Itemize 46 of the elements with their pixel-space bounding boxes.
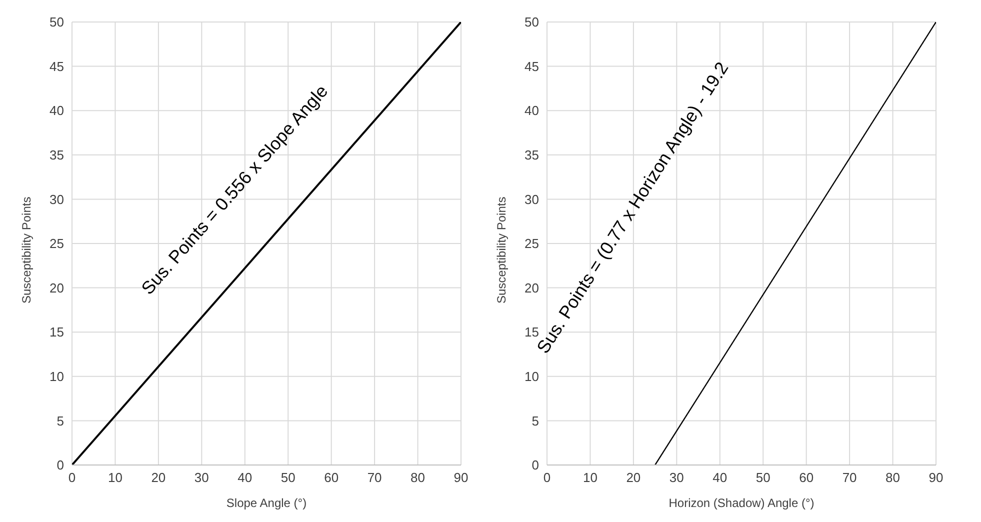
x-tick-label: 60	[799, 470, 814, 486]
y-tick-label: 5	[56, 413, 64, 428]
x-tick-label: 10	[582, 470, 598, 486]
y-tick-label: 35	[524, 148, 539, 163]
x-tick-label: 50	[756, 470, 770, 486]
y-tick-label: 50	[524, 14, 539, 30]
y-tick-label: 45	[524, 58, 539, 74]
x-tick-label: 10	[108, 470, 122, 486]
y-tick-label: 35	[50, 148, 64, 163]
x-tick-label: 30	[669, 470, 684, 486]
y-tick-label: 15	[50, 324, 64, 340]
x-axis-title: Horizon (Shadow) Angle (°)	[668, 496, 814, 510]
y-tick-label: 45	[50, 58, 64, 74]
y-tick-label: 25	[50, 236, 64, 252]
y-tick-label: 10	[524, 369, 539, 384]
x-tick-label: 70	[367, 470, 382, 486]
y-tick-label: 20	[524, 280, 539, 296]
y-axis-title: Susceptibility Points	[19, 196, 34, 304]
y-tick-label: 10	[50, 369, 64, 384]
x-tick-label: 20	[626, 470, 641, 486]
x-tick-label: 70	[842, 470, 857, 486]
y-tick-label: 5	[532, 413, 539, 428]
y-tick-label: 0	[532, 458, 539, 473]
x-tick-label: 20	[151, 470, 166, 486]
y-axis-title: Susceptibility Points	[494, 196, 508, 304]
y-tick-label: 50	[50, 14, 64, 30]
x-axis-title: Slope Angle (°)	[226, 496, 307, 510]
y-tick-label: 30	[50, 192, 64, 207]
y-tick-label: 30	[524, 192, 539, 207]
y-tick-label: 20	[50, 280, 64, 296]
y-tick-label: 25	[524, 236, 539, 252]
y-tick-label: 40	[50, 103, 64, 118]
y-tick-label: 15	[524, 324, 539, 340]
x-tick-label: 90	[454, 470, 468, 486]
x-tick-label: 0	[543, 470, 551, 486]
x-tick-label: 80	[886, 470, 900, 486]
x-tick-label: 30	[194, 470, 209, 486]
y-tick-label: 40	[524, 103, 539, 118]
x-tick-label: 50	[280, 470, 296, 486]
x-tick-label: 0	[68, 470, 76, 486]
x-tick-label: 40	[712, 470, 728, 486]
x-tick-label: 90	[928, 470, 944, 486]
x-tick-label: 40	[238, 470, 252, 486]
x-tick-label: 80	[410, 470, 426, 486]
y-tick-label: 0	[56, 458, 64, 473]
x-tick-label: 60	[324, 470, 339, 486]
